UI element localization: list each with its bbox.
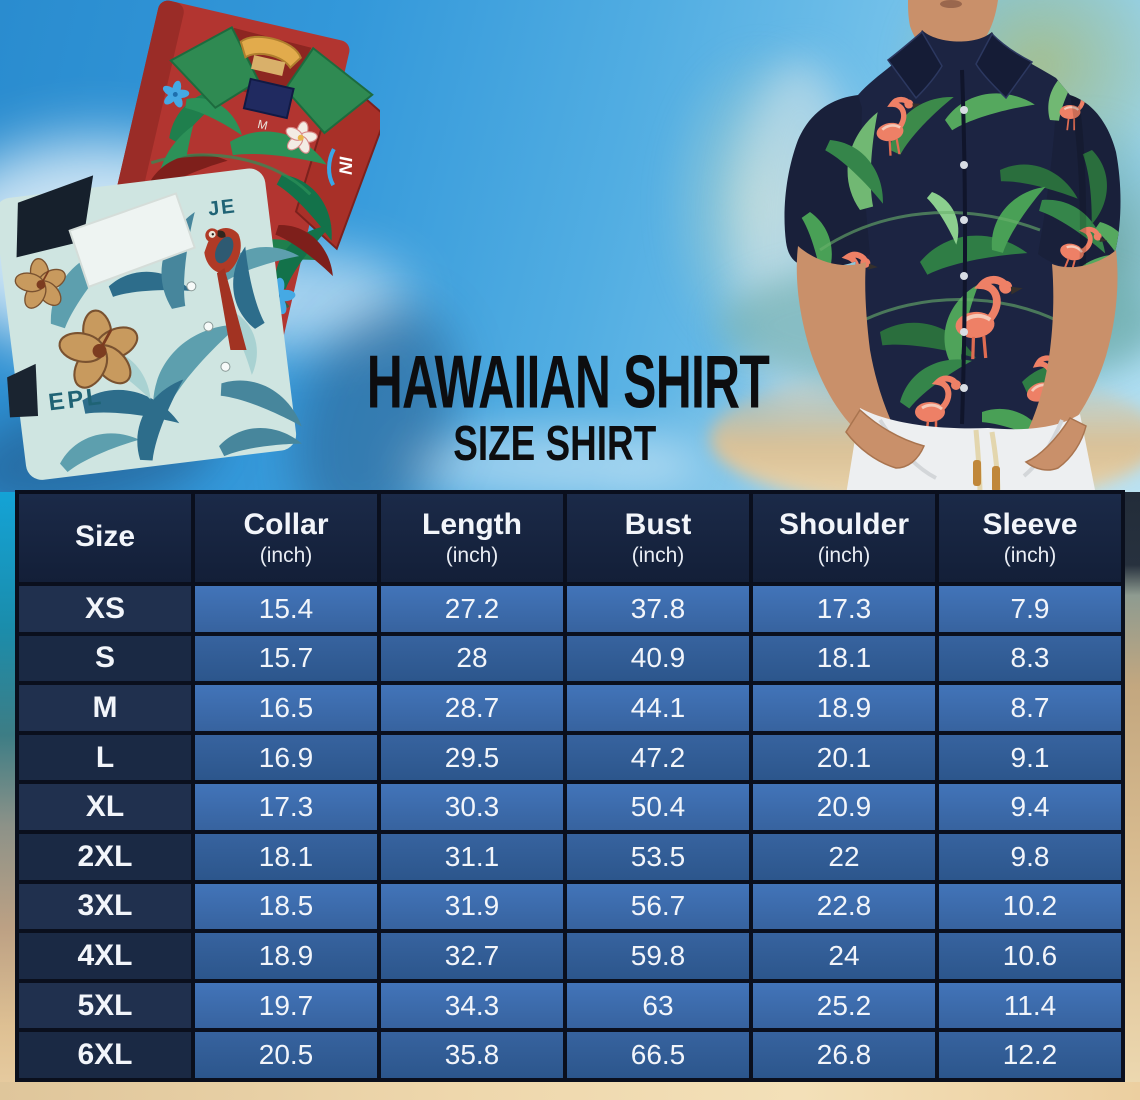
table-cell: 18.9 xyxy=(195,933,377,979)
teal-shirt-print-letters: JE xyxy=(207,195,238,220)
table-cell: 59.8 xyxy=(567,933,749,979)
table-cell: 34.3 xyxy=(381,982,563,1029)
table-cell: 8.3 xyxy=(939,635,1121,682)
table-cell: 22.8 xyxy=(753,883,935,930)
table-cell: 9.4 xyxy=(939,784,1121,830)
table-cell: 29.5 xyxy=(381,734,563,781)
table-cell: 20.1 xyxy=(753,734,935,781)
table-cell: 11.4 xyxy=(939,982,1121,1029)
column-header-length: Length (inch) xyxy=(381,494,563,582)
size-chart-table: Size Collar (inch) Length (inch) Bust (i… xyxy=(15,490,1125,1082)
row-label-l: L xyxy=(19,734,191,781)
table-cell: 15.4 xyxy=(195,586,377,632)
table-cell: 7.9 xyxy=(939,586,1121,632)
red-shirt-size-tag: M xyxy=(256,117,269,133)
row-label-5xl: 5XL xyxy=(19,982,191,1029)
column-header-bust: Bust (inch) xyxy=(567,494,749,582)
column-header-shoulder: Shoulder (inch) xyxy=(753,494,935,582)
table-cell: 28.7 xyxy=(381,685,563,731)
table-cell: 18.9 xyxy=(753,685,935,731)
teal-shirt-print-letters: EPL xyxy=(47,383,106,417)
background-right-strip xyxy=(1124,492,1140,1100)
parrot-print xyxy=(204,228,247,351)
background-sand-strip xyxy=(0,1082,1140,1100)
table-cell: 25.2 xyxy=(753,982,935,1029)
column-header-collar: Collar (inch) xyxy=(195,494,377,582)
table-cell: 8.7 xyxy=(939,685,1121,731)
table-cell: 26.8 xyxy=(753,1032,935,1078)
title-block: HAWAIIAN SHIRT SIZE SHIRT xyxy=(310,339,800,468)
table-cell: 66.5 xyxy=(567,1032,749,1078)
table-cell: 31.1 xyxy=(381,833,563,880)
row-label-s: S xyxy=(19,635,191,682)
table-cell: 18.5 xyxy=(195,883,377,930)
table-cell: 18.1 xyxy=(195,833,377,880)
row-label-6xl: 6XL xyxy=(19,1032,191,1078)
table-cell: 56.7 xyxy=(567,883,749,930)
table-cell: 10.2 xyxy=(939,883,1121,930)
table-cell: 63 xyxy=(567,982,749,1029)
table-cell: 12.2 xyxy=(939,1032,1121,1078)
table-cell: 20.9 xyxy=(753,784,935,830)
table-cell: 9.1 xyxy=(939,734,1121,781)
sky-background: M IN xyxy=(0,0,1140,492)
table-cell: 35.8 xyxy=(381,1032,563,1078)
table-cell: 53.5 xyxy=(567,833,749,880)
table-cell: 27.2 xyxy=(381,586,563,632)
table-cell: 50.4 xyxy=(567,784,749,830)
background-left-strip xyxy=(0,492,16,1100)
table-cell: 37.8 xyxy=(567,586,749,632)
table-cell: 31.9 xyxy=(381,883,563,930)
table-cell: 9.8 xyxy=(939,833,1121,880)
column-header-size: Size xyxy=(19,494,191,582)
table-cell: 22 xyxy=(753,833,935,880)
table-cell: 19.7 xyxy=(195,982,377,1029)
table-cell: 24 xyxy=(753,933,935,979)
table-cell: 40.9 xyxy=(567,635,749,682)
cloud xyxy=(400,430,700,492)
row-label-3xl: 3XL xyxy=(19,883,191,930)
page-title: HAWAIIAN SHIRT xyxy=(366,339,770,425)
row-label-4xl: 4XL xyxy=(19,933,191,979)
table-cell: 30.3 xyxy=(381,784,563,830)
table-cell: 15.7 xyxy=(195,635,377,682)
row-label-xs: XS xyxy=(19,586,191,632)
table-cell: 17.3 xyxy=(195,784,377,830)
red-shirt-sleeve-logo: IN xyxy=(335,156,355,175)
table-cell: 10.6 xyxy=(939,933,1121,979)
row-label-xl: XL xyxy=(19,784,191,830)
table-cell: 32.7 xyxy=(381,933,563,979)
table-cell: 18.1 xyxy=(753,635,935,682)
model-photo xyxy=(784,0,1121,492)
table-cell: 20.5 xyxy=(195,1032,377,1078)
column-header-sleeve: Sleeve (inch) xyxy=(939,494,1121,582)
table-cell: 28 xyxy=(381,635,563,682)
table-cell: 47.2 xyxy=(567,734,749,781)
table-cell: 16.5 xyxy=(195,685,377,731)
row-label-2xl: 2XL xyxy=(19,833,191,880)
page-subtitle: SIZE SHIRT xyxy=(453,414,657,471)
table-cell: 16.9 xyxy=(195,734,377,781)
teal-hawaiian-shirt-photo: EPL JE xyxy=(0,168,306,480)
table-cell: 17.3 xyxy=(753,586,935,632)
table-cell: 44.1 xyxy=(567,685,749,731)
row-label-m: M xyxy=(19,685,191,731)
